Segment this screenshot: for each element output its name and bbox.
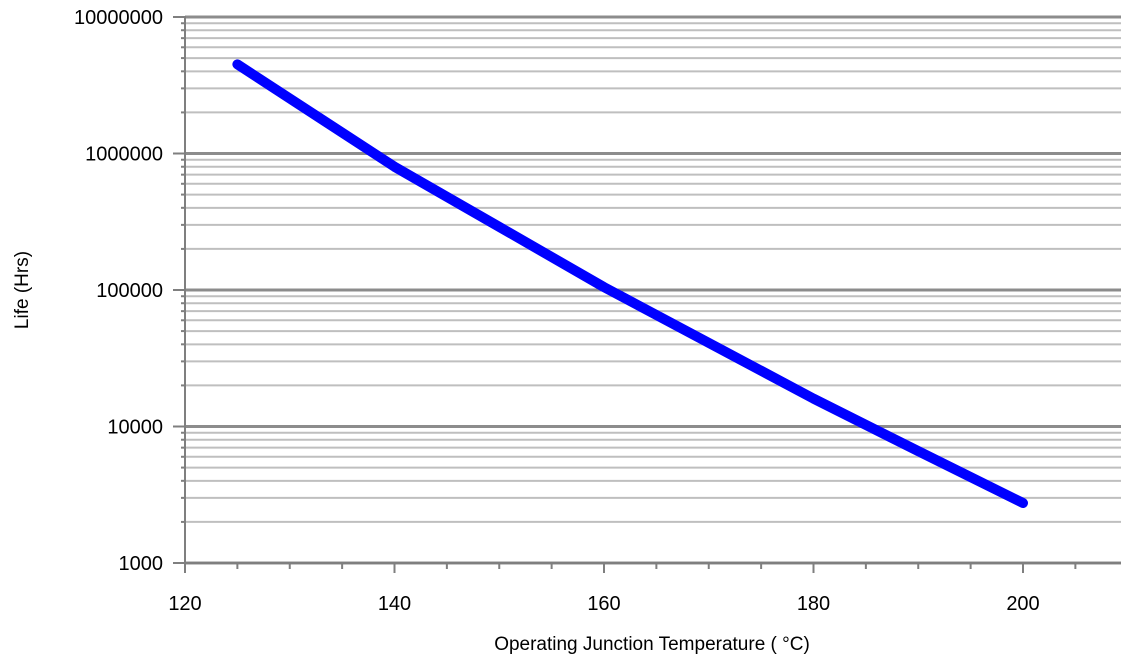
y-tick-label: 1000000 xyxy=(85,144,163,166)
x-tick-label: 140 xyxy=(378,593,411,615)
x-tick-label: 180 xyxy=(797,593,830,615)
y-axis-ticks: 1000 10000 100000 1000000 10000000 xyxy=(74,7,185,575)
y-axis-title: Life (Hrs) xyxy=(12,251,33,329)
y-tick-label: 100000 xyxy=(96,280,163,302)
y-tick-label: 10000 xyxy=(107,417,163,439)
y-tick-label: 1000 xyxy=(119,553,164,575)
series-line xyxy=(232,59,1028,509)
x-tick-label: 160 xyxy=(587,593,620,615)
x-axis-ticks: 120 140 160 180 200 xyxy=(168,563,1077,615)
data-series xyxy=(232,59,1028,509)
x-tick-label: 120 xyxy=(168,593,201,615)
y-tick-label: 10000000 xyxy=(74,7,163,29)
x-tick-label: 200 xyxy=(1006,593,1039,615)
gridlines xyxy=(185,15,1121,565)
x-axis-title: Operating Junction Temperature ( °C) xyxy=(494,634,810,655)
